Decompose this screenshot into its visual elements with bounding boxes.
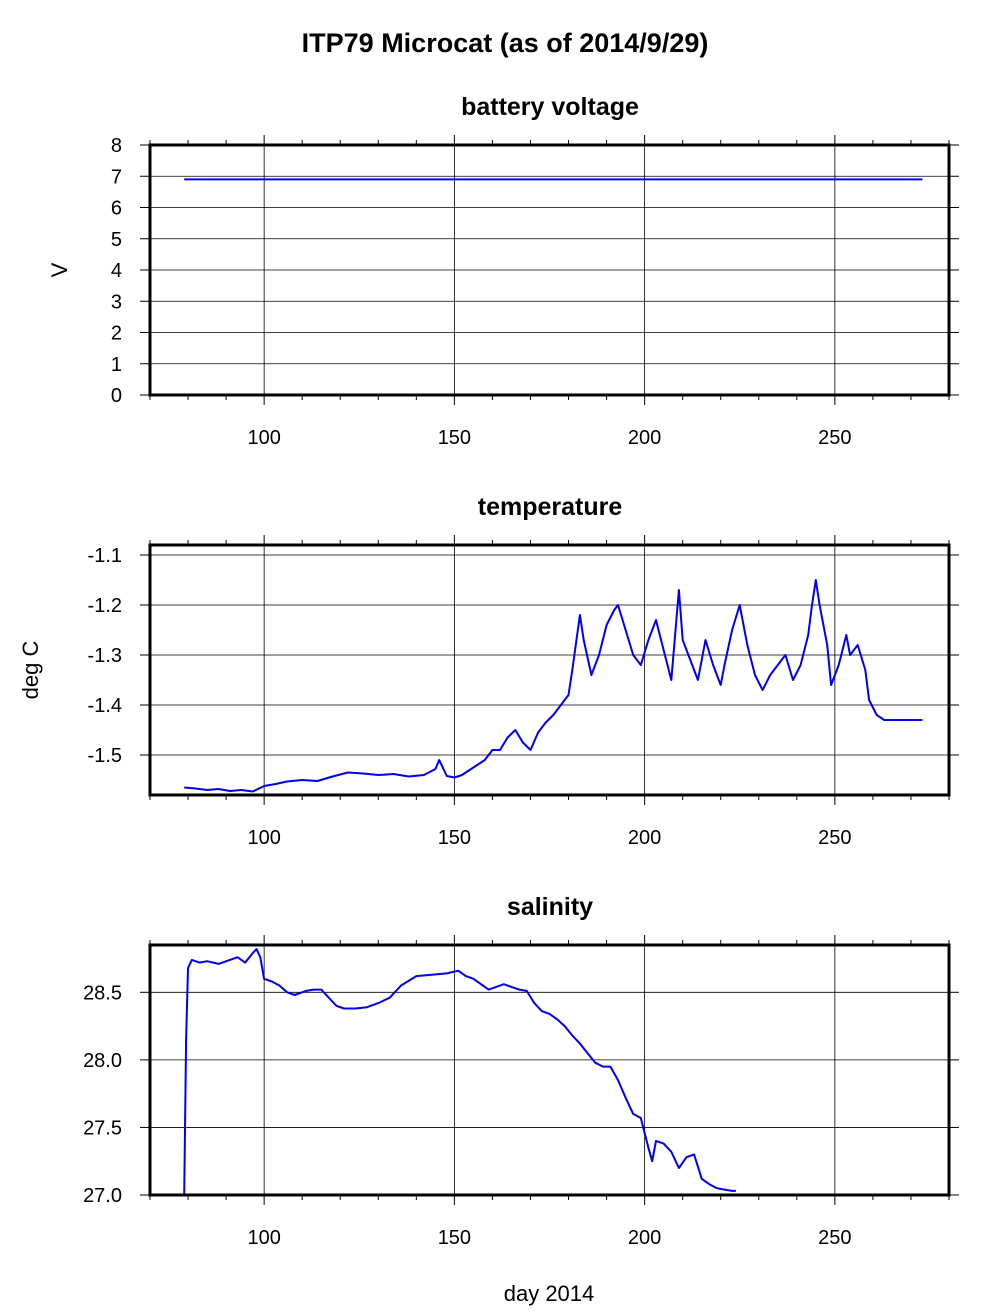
series-line-1 [183,948,736,1195]
x-tick-label: 150 [438,1227,471,1249]
y-tick-label: 27.5 [83,1117,122,1139]
plot-frame [148,543,951,797]
y-tick-label: 1 [111,354,122,376]
panel-title: temperature [478,493,623,521]
y-tick-label: -1.1 [88,545,122,567]
y-tick-label: 6 [111,198,122,220]
x-tick-label: 250 [818,827,851,849]
y-tick-label: 28.5 [83,982,122,1004]
panel-3: salinity 27.0 27.5 28.0 28.5 100 150 200 250 [83,893,959,1249]
y-tick-label: -1.4 [88,695,122,717]
x-tick-label: 100 [247,827,280,849]
panel-2: temperature deg C -1.5 -1.4 -1.3 -1.2 -1.1 100 1… [18,493,959,849]
y-tick-label: 7 [111,166,122,188]
y-tick-label: -1.2 [88,595,122,617]
y-tick-label: 27.0 [83,1185,122,1207]
series-line-1 [184,579,923,793]
panel-title: battery voltage [461,93,639,121]
x-tick-label: 200 [628,427,661,449]
x-tick-label: 250 [818,1227,851,1249]
y-axis-label: deg C [18,641,43,700]
x-axis-label: day 2014 [504,1281,595,1306]
panel-1: battery voltage V 0 1 2 3 4 5 6 7 8 100 150 200 250 [47,93,959,449]
x-tick-label: 200 [628,827,661,849]
plot-frame [148,143,951,397]
x-tick-label: 150 [438,827,471,849]
y-tick-label: 4 [111,260,122,282]
y-tick-label: 0 [111,385,122,407]
y-tick-label: 5 [111,229,122,251]
x-tick-label: 200 [628,1227,661,1249]
y-tick-label: 28.0 [83,1050,122,1072]
y-tick-label: -1.3 [88,645,122,667]
y-tick-label: 8 [111,135,122,157]
figure-title: ITP79 Microcat (as of 2014/9/29) [302,28,709,58]
x-tick-label: 250 [818,427,851,449]
x-tick-label: 100 [247,427,280,449]
plot-frame [148,943,951,1197]
x-tick-label: 150 [438,427,471,449]
x-tick-label: 100 [247,1227,280,1249]
y-tick-label: 3 [111,291,122,313]
y-axis-label: V [47,262,72,277]
panel-title: salinity [507,893,593,921]
y-tick-label: -1.5 [88,745,122,767]
y-tick-label: 2 [111,323,122,345]
